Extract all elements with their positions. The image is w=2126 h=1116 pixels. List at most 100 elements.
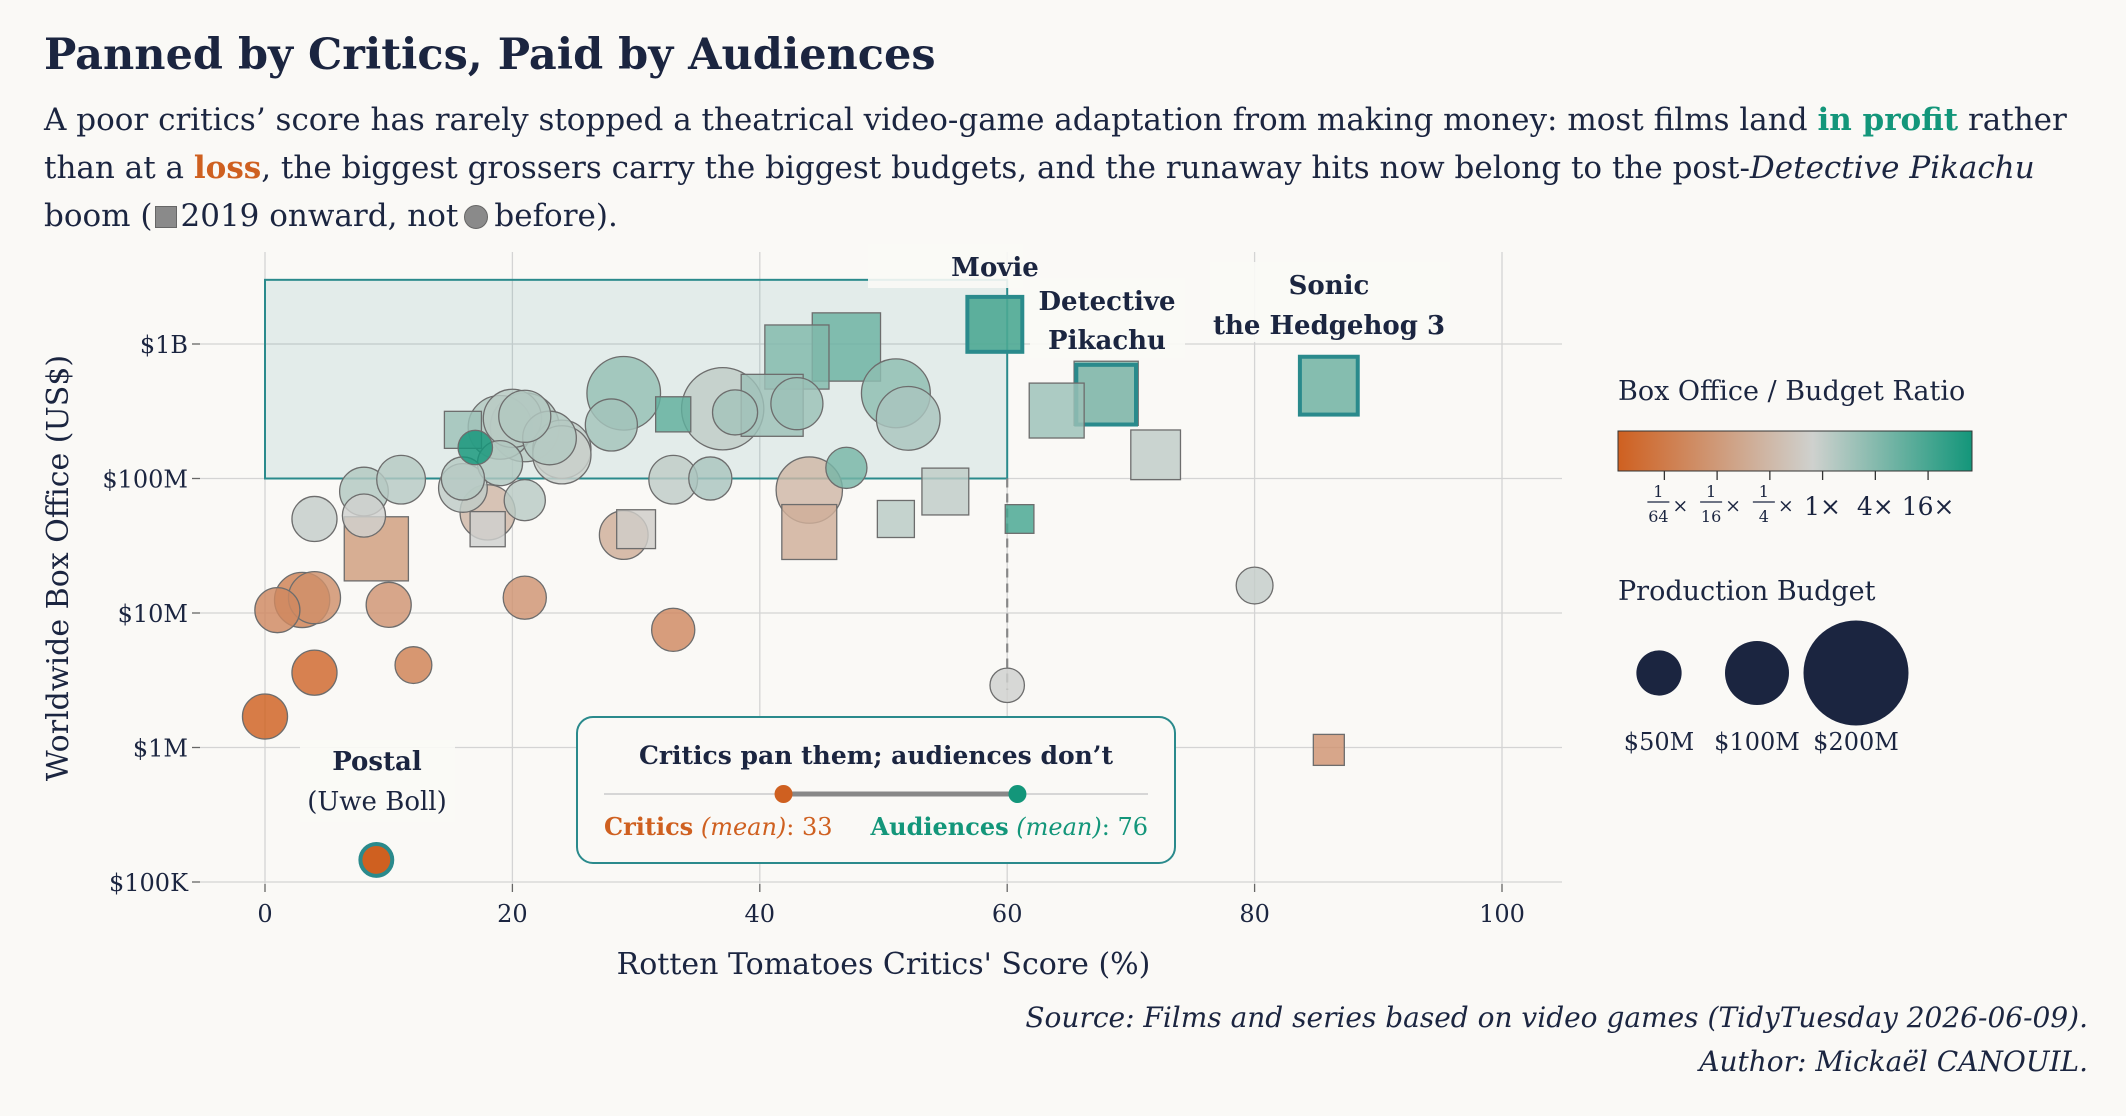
film-circle-mark <box>875 385 941 451</box>
ratio-tick-denominator: 16 <box>1701 507 1721 526</box>
critics-mean-dot <box>774 785 793 803</box>
budget-size-label: $100M <box>1714 728 1800 756</box>
x-tick-label: 40 <box>745 900 776 928</box>
ratio-tick-label: 16× <box>1902 492 1955 521</box>
ratio-tick-numerator: 1 <box>1653 482 1663 501</box>
budget-size-label: $50M <box>1624 728 1694 756</box>
profit-highlight: in profit <box>1817 102 1959 138</box>
annotation-movie: Movie <box>951 253 1039 283</box>
annotation-sonic-2: the Hedgehog 3 <box>1213 311 1445 341</box>
film-circle-mark <box>241 693 289 740</box>
film-circle-mark <box>503 478 546 522</box>
film-circle-mark <box>825 446 868 490</box>
film-square-mark <box>921 467 970 516</box>
film-square-mark <box>616 509 657 550</box>
point-postal <box>358 841 395 878</box>
chart-subtitle: A poor critics’ score has rarely stopped… <box>44 102 2067 234</box>
ratio-tick-label: 1× <box>1804 492 1841 521</box>
y-tick-label: $1B <box>140 331 188 359</box>
film-circle-mark <box>989 667 1026 704</box>
film-circle-mark <box>291 495 338 543</box>
film-square-mark <box>1028 382 1085 439</box>
film-square-mark <box>469 510 506 548</box>
callout-box: Critics pan them; audiences don’t Critics… <box>576 716 1176 864</box>
critics-mean-text: Critics (mean): 33 <box>604 812 833 841</box>
loss-highlight: loss <box>193 150 262 186</box>
audiences-mean-value: : 76 <box>1102 813 1148 841</box>
audiences-mean-dot <box>1008 785 1027 803</box>
audiences-label: Audiences <box>870 812 1009 841</box>
film-circle-mark <box>394 646 433 685</box>
square-glyph-icon <box>154 206 177 228</box>
y-tick-label: $1M <box>133 735 188 763</box>
callout-frame <box>576 716 1176 864</box>
postal-label-bg <box>300 740 455 822</box>
film-square-mark <box>876 499 916 539</box>
film-square-mark <box>1004 503 1035 534</box>
x-tick-label: 80 <box>1239 900 1270 928</box>
ratio-colorbar <box>1617 430 1973 472</box>
film-circle-mark <box>502 575 547 620</box>
data-points <box>241 294 1360 878</box>
film-circle-mark <box>1235 566 1274 605</box>
film-circle-mark <box>770 377 824 431</box>
annotation-pikachu-2: Pikachu <box>1048 326 1166 356</box>
y-tick-label: $100K <box>109 869 189 897</box>
source-note: Source: Films and series based on video … <box>1025 996 2088 1084</box>
film-circle-mark <box>498 389 552 443</box>
film-circle-mark <box>341 493 387 538</box>
annotation-sonic-1: Sonic <box>1289 271 1370 301</box>
circle-glyph-icon <box>464 205 489 229</box>
film-circle-mark <box>376 454 427 505</box>
pikachu-label-bg <box>1030 278 1185 358</box>
ratio-times-sign: × <box>1672 495 1688 517</box>
film-square-mark <box>1130 429 1182 481</box>
author-line: Author: Mickaël CANOUIL. <box>1699 1045 2088 1078</box>
critics-label: Critics <box>604 812 693 841</box>
movie-label-bg <box>868 244 1023 288</box>
budget-size-circle <box>1724 640 1790 706</box>
source-line: Source: Films and series based on video … <box>1025 1001 2088 1034</box>
ratio-times-sign: × <box>1778 495 1794 517</box>
annotation-postal-1: Postal <box>332 747 422 777</box>
budget-legend-title: Production Budget <box>1618 576 1876 607</box>
budget-size-circle <box>1636 650 1682 696</box>
callout-title: Critics pan them; audiences don’t <box>639 741 1114 770</box>
point-movie <box>965 294 1025 354</box>
film-circle-mark <box>650 607 696 653</box>
film-circle-mark <box>291 649 338 696</box>
film-circle-mark <box>688 456 733 501</box>
film-square-mark <box>654 396 692 433</box>
budget-size-circle <box>1803 620 1909 726</box>
film-square-mark <box>1312 733 1345 767</box>
ratio-tick-denominator: 4 <box>1759 507 1769 526</box>
film-circle-mark <box>711 389 759 436</box>
annotations: Movie Detective Pikachu Sonic the Hedgehog 3… <box>300 244 1450 822</box>
y-tick-label: $10M <box>118 600 188 628</box>
point-pikachu <box>1074 362 1139 427</box>
audiences-mean-text: Audiences (mean): 76 <box>870 812 1148 841</box>
x-tick-label: 100 <box>1479 900 1525 928</box>
annotation-pikachu-1: Detective <box>1038 287 1175 317</box>
y-axis-label: Worldwide Box Office (US$) <box>41 355 76 781</box>
ratio-tick-numerator: 1 <box>1706 482 1716 501</box>
ratio-tick-label: 4× <box>1857 492 1894 521</box>
film-circle-mark <box>365 581 412 629</box>
ratio-legend-title: Box Office / Budget Ratio <box>1618 376 1965 407</box>
x-axis-label: Rotten Tomatoes Critics' Score (%) <box>617 947 1151 982</box>
chart-title: Panned by Critics, Paid by Audiences <box>44 30 936 80</box>
film-circle-mark <box>584 398 639 452</box>
axes: 0 20 40 60 80 100 $100K $1M $10M $100M $1B Rotten T… <box>41 331 1525 982</box>
point-sonic <box>1297 354 1360 417</box>
ratio-tick-numerator: 1 <box>1759 482 1769 501</box>
ratio-tick-denominator: 64 <box>1648 507 1668 526</box>
film-circle-mark <box>254 586 301 634</box>
film-square-mark <box>781 503 838 561</box>
x-tick-label: 60 <box>992 900 1023 928</box>
x-tick-label: 0 <box>257 900 272 928</box>
y-tick-label: $100M <box>102 466 188 494</box>
sonic-label-bg <box>1210 262 1450 342</box>
annotation-postal-2: (Uwe Boll) <box>307 787 447 817</box>
